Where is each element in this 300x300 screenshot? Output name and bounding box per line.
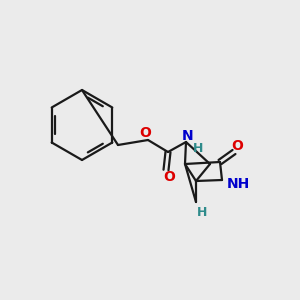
Text: H: H bbox=[193, 142, 203, 154]
Text: NH: NH bbox=[226, 177, 250, 191]
Text: O: O bbox=[163, 170, 175, 184]
Text: N: N bbox=[182, 129, 194, 143]
Text: O: O bbox=[139, 126, 151, 140]
Text: O: O bbox=[231, 139, 243, 153]
Text: H: H bbox=[197, 206, 207, 218]
